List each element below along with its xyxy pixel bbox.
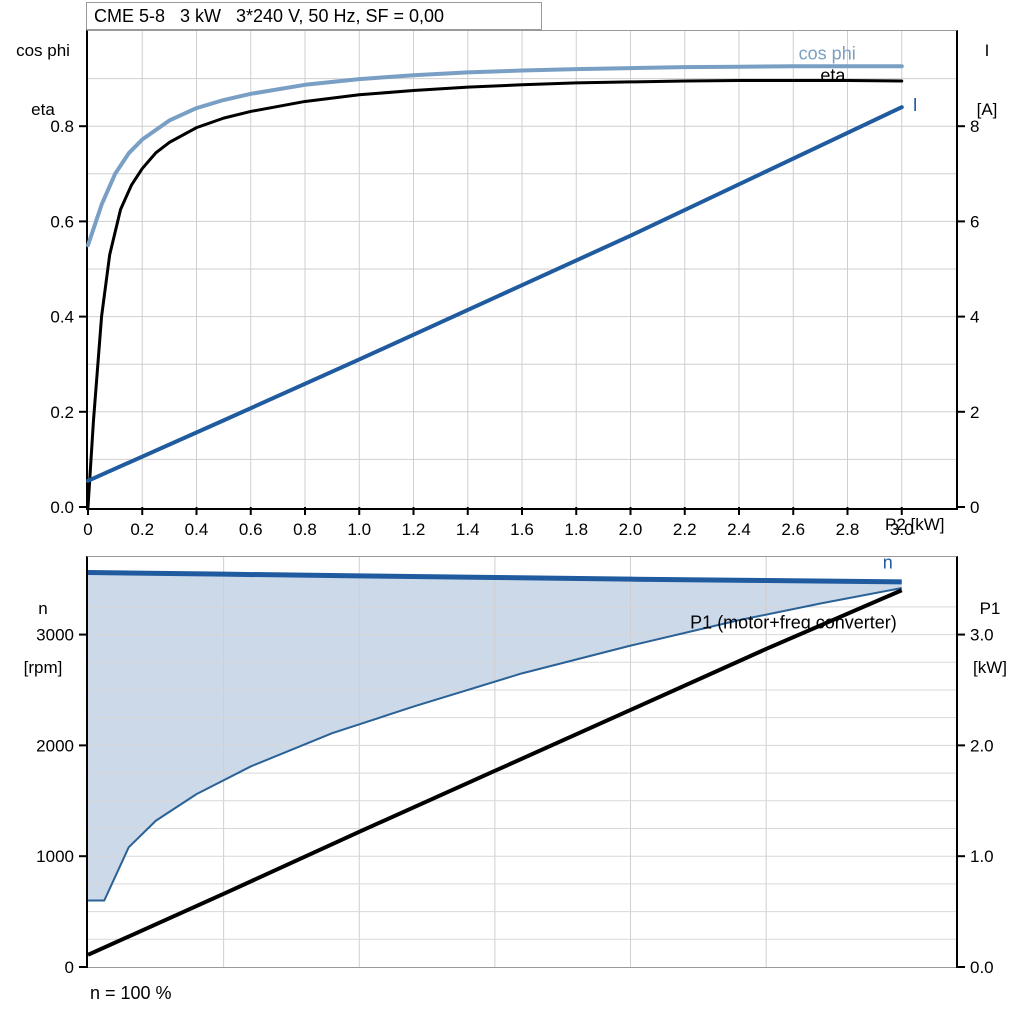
xtick-top: 0.2 — [130, 520, 154, 539]
series-i — [86, 105, 904, 483]
ytick-left-bot: 3000 — [36, 626, 74, 645]
axis-title-left-bot-line2: [rpm] — [23, 657, 63, 677]
axis-title-left-top-line2: eta — [31, 99, 55, 119]
series-label-cos-phi: cos phi — [799, 43, 856, 63]
ytick-right-bot: 3.0 — [970, 626, 994, 645]
axis-title-right-bot-line1: P1 — [979, 599, 1001, 619]
series-label-eta: eta — [820, 66, 846, 86]
axis-title-left-bot-line1: n — [38, 599, 48, 619]
xtick-top: 2.2 — [673, 520, 697, 539]
axis-title-left-bot: n [rpm] — [2, 560, 84, 716]
speed-range-area — [88, 572, 902, 901]
axis-title-left-top: cos phi eta — [2, 2, 84, 158]
chart-performance-curves: cos phi eta I [A] 0.0 0.2 0.4 0.6 0.8 0 2 4 6 8 0 0… — [2, 2, 1012, 539]
xtick-top: 1.0 — [347, 520, 371, 539]
xtick-top: 1.8 — [564, 520, 588, 539]
xtick-top: 1.4 — [456, 520, 480, 539]
series-cos-phi — [86, 64, 904, 248]
series-label-i: I — [913, 95, 918, 115]
xtick-top: 3.0 — [890, 520, 914, 539]
series-eta — [86, 79, 904, 509]
footer-note: n = 100 % — [90, 983, 172, 1003]
plot-svg-bot: 0 1000 2000 3000 0.0 1.0 2.0 3.0 n P1 (motor+freq… — [36, 553, 993, 977]
chart-title-box: CME 5-8 3 kW 3*240 V, 50 Hz, SF = 0,00 — [86, 2, 542, 30]
ytick-right-bot: 0.0 — [970, 958, 994, 977]
xtick-top: 0.8 — [293, 520, 317, 539]
gridlines-top — [88, 31, 956, 507]
axis-title-right-bot-line2: [kW] — [973, 657, 1007, 677]
axis-title-right-top: I [A] — [962, 2, 1012, 158]
series-label-p1: P1 (motor+freq.converter) — [690, 612, 897, 632]
ytick-right-top: 4 — [970, 308, 979, 327]
xtick-top: 2.6 — [781, 520, 805, 539]
xtick-top: 2.4 — [727, 520, 751, 539]
ticks-bot: 0 1000 2000 3000 0.0 1.0 2.0 3.0 — [36, 626, 993, 977]
xtick-top: 1.6 — [510, 520, 534, 539]
ytick-left-bot: 2000 — [36, 736, 74, 755]
plot-svg-top: 0.0 0.2 0.4 0.6 0.8 0 2 4 6 8 0 0.2 0.4 0.6 0.8 1.0 1.2 1… — [50, 31, 979, 539]
axis-title-right-top-line1: I — [984, 41, 990, 61]
axis-title-right-bot: P1 [kW] — [962, 560, 1018, 716]
series-label-n: n — [883, 553, 893, 573]
gridlines-bot — [88, 557, 956, 967]
ytick-left-top: 0.4 — [50, 308, 74, 327]
ticks-top: 0.0 0.2 0.4 0.6 0.8 0 2 4 6 8 0 0.2 0.4 0.6 0.8 1.0 1.2 1… — [50, 117, 979, 539]
xtick-top: 2.0 — [619, 520, 643, 539]
ytick-left-top: 0.2 — [50, 403, 74, 422]
ytick-right-top: 6 — [970, 212, 979, 231]
xtick-top: 0 — [83, 520, 92, 539]
ytick-left-top: 0.6 — [50, 212, 74, 231]
ytick-left-top: 0.0 — [50, 498, 74, 517]
xtick-top: 1.2 — [402, 520, 426, 539]
series-p1-motor-freq-converter- — [87, 588, 903, 957]
plot-area-top: 0.0 0.2 0.4 0.6 0.8 0 2 4 6 8 0 0.2 0.4 0.6 0.8 1.0 1.2 1… — [50, 30, 979, 539]
ytick-left-bot: 1000 — [36, 847, 74, 866]
axis-title-left-top-line1: cos phi — [16, 41, 70, 61]
ytick-left-top: 0.8 — [50, 117, 74, 136]
chart-speed-power: n [rpm] P1 [kW] 0 1000 2000 3000 0.0 1.0 2.0 3.… — [0, 548, 1024, 1024]
axis-title-right-top-line2: [A] — [976, 99, 998, 119]
xtick-top: 0.6 — [239, 520, 263, 539]
ytick-right-bot: 1.0 — [970, 847, 994, 866]
axis-title-x-top: P2 [kW] — [885, 515, 945, 534]
series-n-min — [88, 587, 902, 902]
page-title: CME 5-8 3 kW 3*240 V, 50 Hz, SF = 0,00 — [94, 5, 444, 26]
plot-area-bot: 0 1000 2000 3000 0.0 1.0 2.0 3.0 n P1 (motor+freq… — [36, 553, 993, 977]
ytick-right-top: 8 — [970, 117, 979, 136]
ytick-right-top: 0 — [970, 498, 979, 517]
xtick-top: 2.8 — [836, 520, 860, 539]
xtick-top: 0.4 — [185, 520, 209, 539]
series-n-max — [87, 570, 902, 585]
ytick-right-top: 2 — [970, 403, 979, 422]
ytick-right-bot: 2.0 — [970, 736, 994, 755]
ytick-left-bot: 0 — [65, 958, 74, 977]
